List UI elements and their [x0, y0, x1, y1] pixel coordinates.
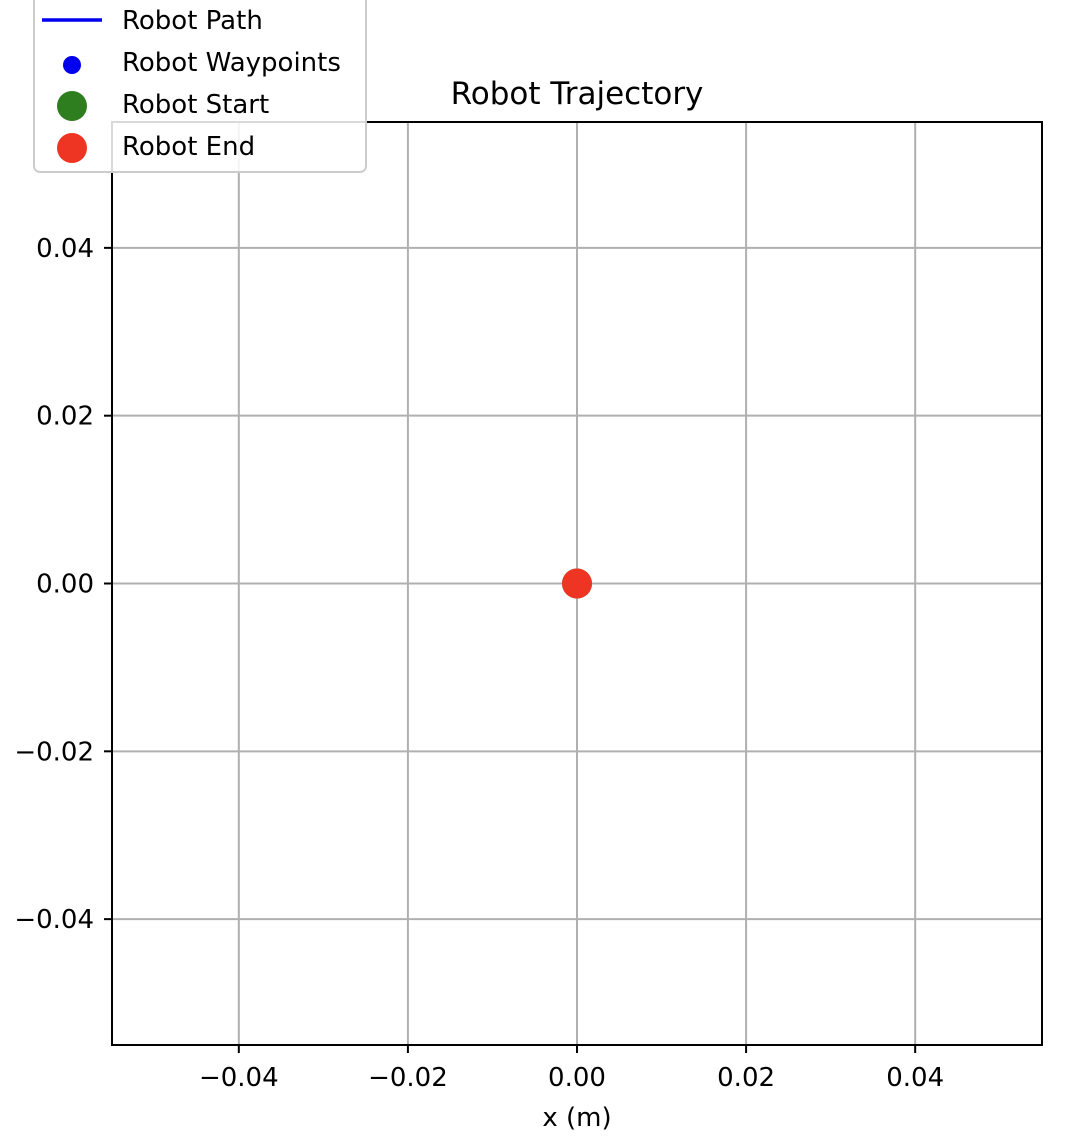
x-axis-title: x (m) — [542, 1103, 611, 1133]
legend-robot-waypoints-label: Robot Waypoints — [122, 48, 341, 78]
y-tick-label: 0.02 — [36, 402, 94, 432]
robot-end-point — [562, 568, 592, 599]
chart-title: Robot Trajectory — [451, 76, 704, 112]
legend-robot-waypoints-swatch — [63, 56, 81, 74]
legend: Robot Path Robot Waypoints Robot Start R… — [33, 0, 367, 173]
legend-box — [33, 0, 367, 173]
x-tick-label: −0.02 — [368, 1063, 448, 1093]
ticks: −0.04 −0.02 0.00 0.02 0.04 −0.04 −0.02 0.00 0.02… — [14, 234, 944, 1093]
x-tick-label: 0.04 — [886, 1063, 944, 1093]
legend-robot-path-label: Robot Path — [122, 6, 263, 36]
y-tick-label: 0.04 — [36, 234, 94, 264]
legend-robot-end-label: Robot End — [122, 132, 255, 162]
y-tick-label: 0.00 — [36, 570, 94, 600]
x-tick-label: 0.02 — [717, 1063, 775, 1093]
legend-robot-start-swatch — [57, 91, 87, 121]
legend-robot-end-swatch — [57, 133, 87, 163]
x-tick-label: −0.04 — [199, 1063, 279, 1093]
data-layer — [562, 568, 592, 599]
legend-robot-start-label: Robot Start — [122, 90, 269, 120]
y-tick-label: −0.02 — [14, 737, 94, 767]
x-tick-label: 0.00 — [548, 1063, 606, 1093]
y-tick-label: −0.04 — [14, 905, 94, 935]
